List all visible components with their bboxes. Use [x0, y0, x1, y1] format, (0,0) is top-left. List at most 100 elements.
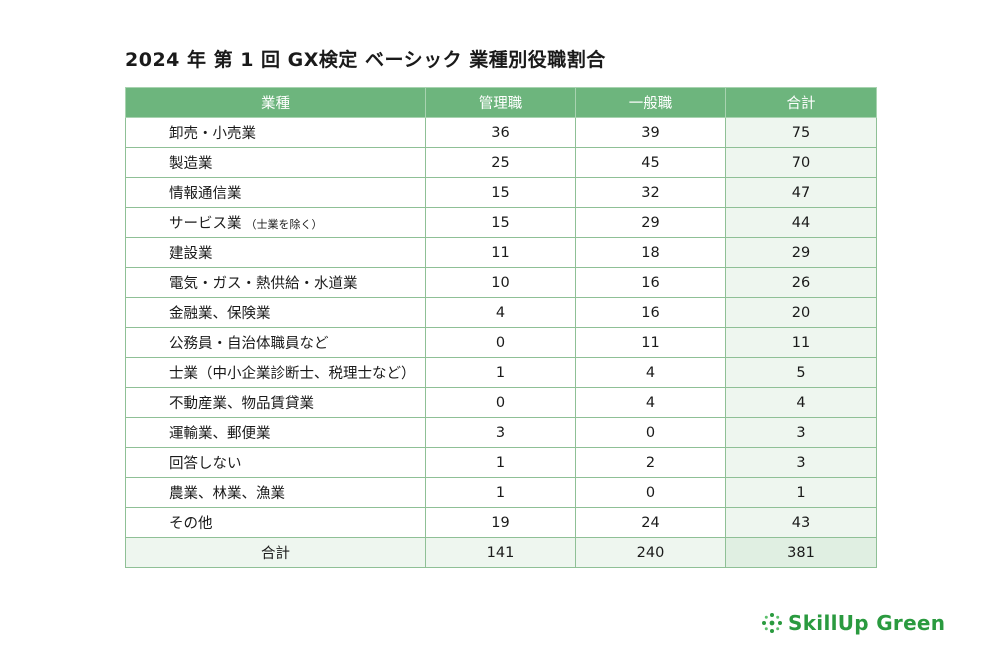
- industry-label: 建設業: [169, 246, 213, 262]
- total-count: 1: [725, 477, 877, 508]
- industry-cell: 金融業、保険業: [125, 297, 426, 328]
- total-count: 4: [725, 387, 877, 418]
- manager-count: 1: [425, 447, 576, 478]
- manager-count: 3: [425, 417, 576, 448]
- general-count: 0: [575, 477, 726, 508]
- industry-cell: サービス業 （士業を除く）: [125, 207, 426, 238]
- industry-cell: 不動産業、物品賃貸業: [125, 387, 426, 418]
- table-header-row: 業種 管理職 一般職 合計: [125, 87, 877, 118]
- industry-label: 卸売・小売業: [169, 126, 256, 142]
- general-count: 24: [575, 507, 726, 538]
- industry-label: 製造業: [169, 156, 213, 172]
- industry-label: 金融業、保険業: [169, 306, 271, 322]
- manager-count: 0: [425, 387, 576, 418]
- total-count: 5: [725, 357, 877, 388]
- manager-count: 25: [425, 147, 576, 178]
- industry-label: 農業、林業、漁業: [169, 486, 285, 502]
- manager-count: 19: [425, 507, 576, 538]
- manager-count: 11: [425, 237, 576, 268]
- general-count: 39: [575, 117, 726, 148]
- manager-count: 0: [425, 327, 576, 358]
- general-count: 16: [575, 297, 726, 328]
- total-count: 3: [725, 447, 877, 478]
- total-count: 20: [725, 297, 877, 328]
- manager-count: 15: [425, 177, 576, 208]
- total-count: 29: [725, 237, 877, 268]
- total-count: 26: [725, 267, 877, 298]
- sum-manager: 141: [425, 537, 576, 568]
- brand-logo: SkillUp Green: [760, 608, 945, 638]
- general-count: 16: [575, 267, 726, 298]
- table-row: その他 19 24 43: [125, 507, 877, 538]
- table-row: 回答しない 1 2 3: [125, 447, 877, 478]
- table-row: 建設業 11 18 29: [125, 237, 877, 268]
- sum-row: 合計 141 240 381: [125, 537, 877, 568]
- sparkle-dots-icon: [760, 611, 784, 635]
- table-row: 金融業、保険業 4 16 20: [125, 297, 877, 328]
- general-count: 11: [575, 327, 726, 358]
- table-row: 製造業 25 45 70: [125, 147, 877, 178]
- industry-cell: 電気・ガス・熱供給・水道業: [125, 267, 426, 298]
- table-row: 電気・ガス・熱供給・水道業 10 16 26: [125, 267, 877, 298]
- manager-count: 4: [425, 297, 576, 328]
- industry-label: 運輸業、郵便業: [169, 426, 271, 442]
- total-count: 43: [725, 507, 877, 538]
- table-row: 公務員・自治体職員など 0 11 11: [125, 327, 877, 358]
- logo-text: SkillUp Green: [788, 611, 946, 635]
- industry-cell: 卸売・小売業: [125, 117, 426, 148]
- total-count: 3: [725, 417, 877, 448]
- header-manager: 管理職: [425, 87, 576, 118]
- industry-label: 公務員・自治体職員など: [169, 336, 329, 352]
- industry-cell: 製造業: [125, 147, 426, 178]
- industry-cell: 情報通信業: [125, 177, 426, 208]
- table-body: 卸売・小売業 36 39 75 製造業 25 45 70 情報通信業 15 32 47 サービス業 （士業…: [125, 117, 877, 538]
- general-count: 32: [575, 177, 726, 208]
- general-count: 4: [575, 387, 726, 418]
- general-count: 45: [575, 147, 726, 178]
- page-title: 2024 年 第 1 回 GX検定 ベーシック 業種別役職割合: [125, 49, 606, 71]
- industry-label: その他: [169, 516, 213, 532]
- sum-general: 240: [575, 537, 726, 568]
- table-row: 農業、林業、漁業 1 0 1: [125, 477, 877, 508]
- general-count: 4: [575, 357, 726, 388]
- industry-label: 電気・ガス・熱供給・水道業: [169, 276, 358, 292]
- industry-cell: 回答しない: [125, 447, 426, 478]
- industry-cell: 農業、林業、漁業: [125, 477, 426, 508]
- table-row: サービス業 （士業を除く） 15 29 44: [125, 207, 877, 238]
- table-row: 不動産業、物品賃貸業 0 4 4: [125, 387, 877, 418]
- industry-cell: 士業（中小企業診断士、税理士など）: [125, 357, 426, 388]
- industry-cell: その他: [125, 507, 426, 538]
- table-row: 卸売・小売業 36 39 75: [125, 117, 877, 148]
- table-row: 情報通信業 15 32 47: [125, 177, 877, 208]
- table-row: 運輸業、郵便業 3 0 3: [125, 417, 877, 448]
- table-row: 士業（中小企業診断士、税理士など） 1 4 5: [125, 357, 877, 388]
- general-count: 29: [575, 207, 726, 238]
- industry-cell: 公務員・自治体職員など: [125, 327, 426, 358]
- total-count: 70: [725, 147, 877, 178]
- industry-cell: 運輸業、郵便業: [125, 417, 426, 448]
- industry-note: （士業を除く）: [245, 218, 323, 231]
- total-count: 44: [725, 207, 877, 238]
- sum-label: 合計: [125, 537, 426, 568]
- general-count: 18: [575, 237, 726, 268]
- total-count: 75: [725, 117, 877, 148]
- industry-label: 士業（中小企業診断士、税理士など）: [169, 366, 416, 382]
- header-industry: 業種: [125, 87, 426, 118]
- industry-label: 不動産業、物品賃貸業: [169, 396, 314, 412]
- industry-label: 情報通信業: [169, 186, 242, 202]
- industry-label: サービス業: [169, 216, 242, 232]
- total-count: 11: [725, 327, 877, 358]
- industry-label: 回答しない: [169, 456, 242, 472]
- manager-count: 36: [425, 117, 576, 148]
- manager-count: 10: [425, 267, 576, 298]
- manager-count: 1: [425, 357, 576, 388]
- industry-role-table: 業種 管理職 一般職 合計 卸売・小売業 36 39 75 製造業 25 45 70 情報通信業…: [125, 87, 877, 568]
- total-count: 47: [725, 177, 877, 208]
- manager-count: 15: [425, 207, 576, 238]
- general-count: 0: [575, 417, 726, 448]
- sum-total: 381: [725, 537, 877, 568]
- industry-cell: 建設業: [125, 237, 426, 268]
- header-total: 合計: [725, 87, 877, 118]
- manager-count: 1: [425, 477, 576, 508]
